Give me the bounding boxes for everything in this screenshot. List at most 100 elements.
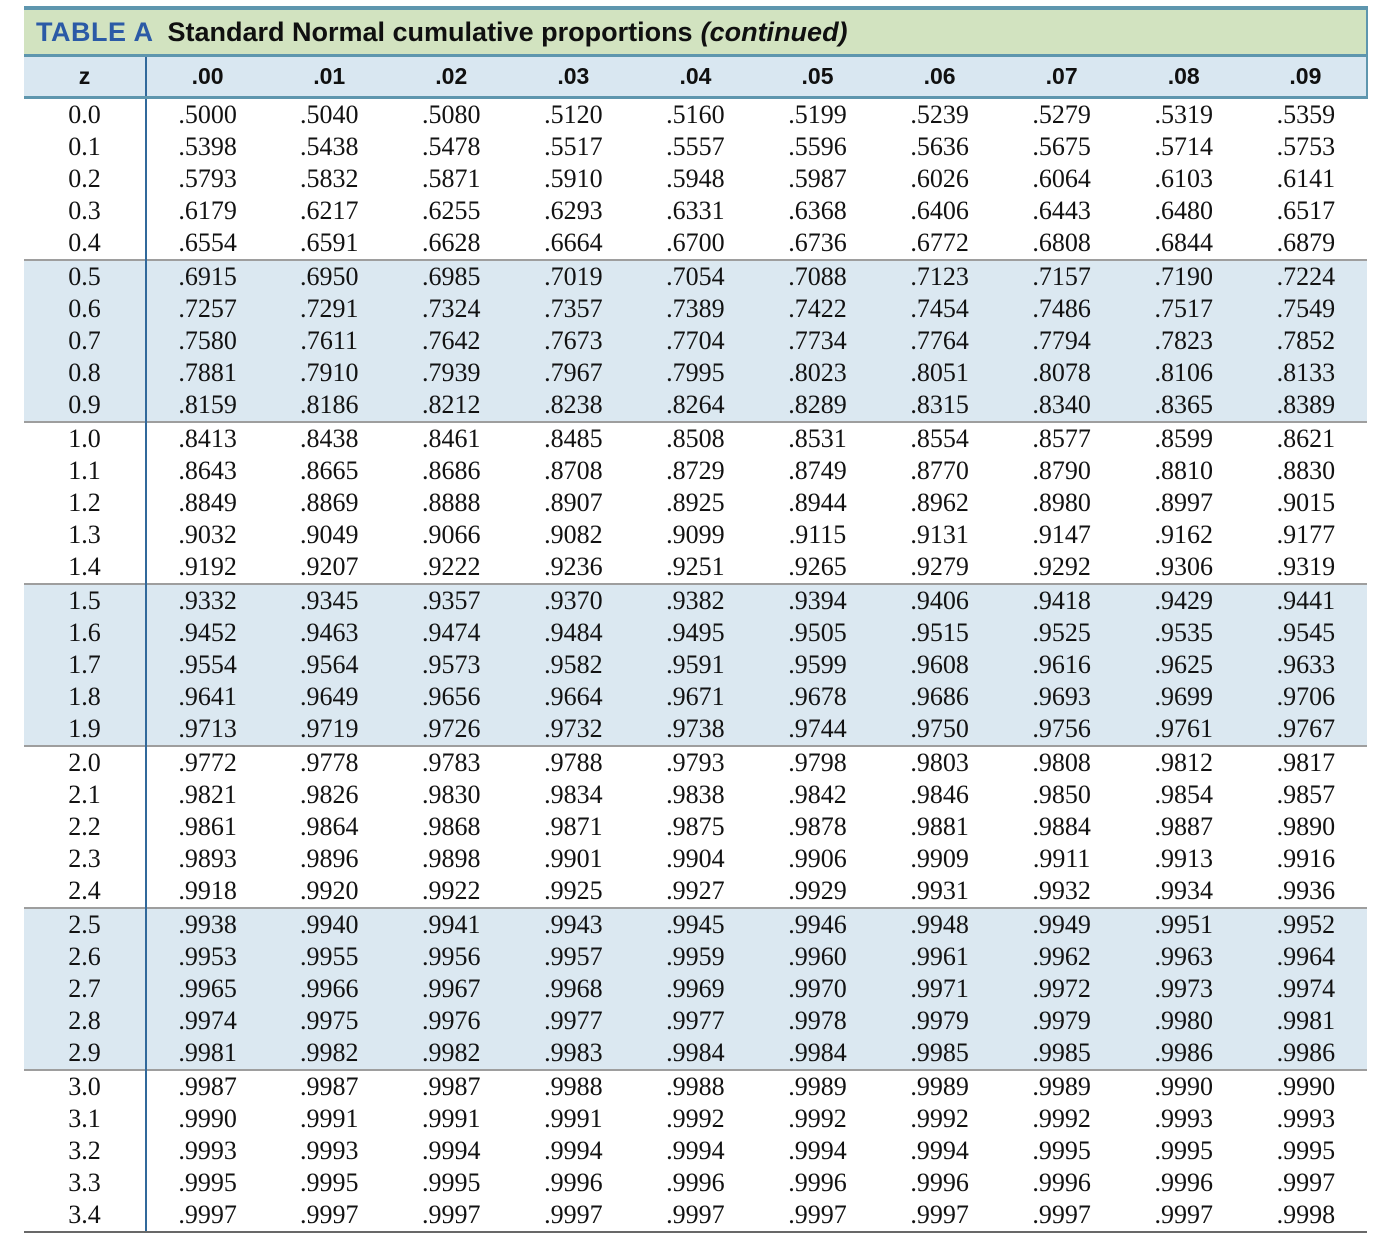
proportion-cell-z3.1-col07: .9992 xyxy=(1032,1104,1091,1133)
proportion-cell-z0.7-col09: .7852 xyxy=(1244,325,1367,357)
proportion-cell-z2.8-col08: .9980 xyxy=(1122,1005,1245,1037)
proportion-cell-z2.1-col00: .9821 xyxy=(178,780,237,809)
proportion-cell-z1.4-col01: .9207 xyxy=(299,552,359,581)
proportion-cell-z1.1-col00: .8643 xyxy=(178,456,237,485)
proportion-cell-z1.7-col03: .9582 xyxy=(512,649,635,681)
proportion-cell-z3.4-col05: .9997 xyxy=(756,1199,879,1233)
proportion-cell-z0.2-col05: .5987 xyxy=(788,164,847,193)
proportion-cell-z0.9-col08: .8365 xyxy=(1122,389,1245,422)
proportion-cell-z1.8-col00: .9641 xyxy=(146,681,269,713)
proportion-cell-z3.4-col04: .9997 xyxy=(634,1199,757,1233)
proportion-cell-z2.3-col05: .9906 xyxy=(788,844,847,873)
z-value-cell: 0.0 xyxy=(24,97,148,131)
z-value-cell: 0.6 xyxy=(24,293,148,325)
proportion-cell-z2.1-col02: .9830 xyxy=(422,780,481,809)
proportion-cell-z2.1-col07: .9850 xyxy=(1032,780,1091,809)
proportion-cell-z0.9-col05: .8289 xyxy=(756,389,879,422)
table-row-z-1.1: 1.1 .8643 .8665 .8686 .8708 .8729 .8749 .8770 .8… xyxy=(24,455,1367,487)
proportion-cell-z2.0-col08: .9812 xyxy=(1122,745,1245,779)
proportion-cell-z2.4-col08: .9934 xyxy=(1154,876,1213,905)
proportion-cell-z2.4-col04: .9927 xyxy=(666,876,725,905)
proportion-cell-z3.2-col07: .9995 xyxy=(1032,1136,1091,1165)
proportion-cell-z3.2-col03: .9994 xyxy=(544,1136,603,1165)
proportion-cell-z1.0-col00: .8413 xyxy=(146,421,269,455)
proportion-cell-z1.4-col02: .9222 xyxy=(422,552,481,581)
proportion-cell-z0.0-col02: .5080 xyxy=(422,100,481,129)
proportion-cell-z0.5-col02: .6985 xyxy=(390,259,513,293)
z-value-cell: 2.7 xyxy=(24,973,148,1005)
proportion-cell-z3.0-col02: .9987 xyxy=(390,1069,513,1103)
proportion-cell-z1.0-col08: .8599 xyxy=(1122,421,1245,455)
proportion-cell-z0.3-col01: .6217 xyxy=(299,196,359,225)
proportion-cell-z3.4-col07: .9997 xyxy=(1000,1199,1123,1233)
proportion-cell-z0.0-col05: .5199 xyxy=(788,100,847,129)
table-row-z-0.2: 0.2 .5793 .5832 .5871 .5910 .5948 .5987 .6026 .6… xyxy=(24,163,1367,195)
proportion-cell-z2.9-col05: .9984 xyxy=(756,1037,879,1070)
table-row-z-0.8: 0.8.7881.7910.7939.7967.7995.8023.8051.8… xyxy=(24,357,1367,389)
proportion-cell-z2.6-col09: .9964 xyxy=(1244,941,1367,973)
proportion-cell-z2.7-col00: .9965 xyxy=(146,973,269,1005)
z-value-cell: 2.1 xyxy=(24,779,148,811)
table-row-z-3.1: 3.1 .9990 .9991 .9991 .9991 .9992 .9992 .9992 .9… xyxy=(24,1103,1367,1135)
proportion-cell-z0.0-col06: .5239 xyxy=(910,100,969,129)
proportion-cell-z0.0-col09: .5359 xyxy=(1276,100,1336,129)
proportion-cell-z2.9-col00: .9981 xyxy=(146,1037,269,1070)
table-row-z-3.4: 3.4.9997.9997.9997.9997.9997.9997.9997.9… xyxy=(24,1199,1367,1233)
proportion-cell-z2.2-col09: .9890 xyxy=(1276,812,1336,841)
proportion-cell-z0.3-col02: .6255 xyxy=(422,196,481,225)
proportion-cell-z1.4-col04: .9251 xyxy=(666,552,725,581)
proportion-cell-z1.9-col05: .9744 xyxy=(756,713,879,746)
column-header-z: z xyxy=(24,54,148,99)
table-row-z-1.6: 1.6.9452.9463.9474.9484.9495.9505.9515.9… xyxy=(24,617,1367,649)
proportion-cell-z0.5-col04: .7054 xyxy=(634,259,757,293)
proportion-cell-z3.0-col05: .9989 xyxy=(756,1069,879,1103)
proportion-cell-z1.7-col02: .9573 xyxy=(390,649,513,681)
proportion-cell-z2.0-col06: .9803 xyxy=(878,745,1001,779)
proportion-cell-z0.5-col09: .7224 xyxy=(1244,259,1367,293)
proportion-cell-z3.3-col09: .9997 xyxy=(1276,1168,1336,1197)
proportion-cell-z0.5-col03: .7019 xyxy=(512,259,635,293)
proportion-cell-z2.4-col07: .9932 xyxy=(1032,876,1091,905)
proportion-cell-z2.0-col03: .9788 xyxy=(512,745,635,779)
proportion-cell-z2.3-col01: .9896 xyxy=(299,844,359,873)
proportion-cell-z2.3-col00: .9893 xyxy=(178,844,237,873)
proportion-cell-z0.4-col02: .6628 xyxy=(422,228,481,257)
proportion-cell-z2.1-col04: .9838 xyxy=(666,780,725,809)
table-row-z-1.9: 1.9.9713.9719.9726.9732.9738.9744.9750.9… xyxy=(24,713,1367,746)
proportion-cell-z2.4-col06: .9931 xyxy=(910,876,969,905)
proportion-cell-z1.8-col07: .9693 xyxy=(1000,681,1123,713)
z-value-cell: 0.3 xyxy=(24,195,148,227)
proportion-cell-z3.1-col06: .9992 xyxy=(910,1104,969,1133)
proportion-cell-z2.5-col00: .9938 xyxy=(146,907,269,941)
table-row-z-2.4: 2.4 .9918 .9920 .9922 .9925 .9927 .9929 .9931 .9… xyxy=(24,875,1367,908)
proportion-cell-z2.7-col01: .9966 xyxy=(268,973,391,1005)
z-value-cell: 2.3 xyxy=(24,843,148,875)
table-row-z-1.0: 1.0.8413.8438.8461.8485.8508.8531.8554.8… xyxy=(24,421,1367,455)
proportion-cell-z0.3-col04: .6331 xyxy=(666,196,725,225)
proportion-cell-z2.5-col01: .9940 xyxy=(268,907,391,941)
proportion-cell-z1.7-col06: .9608 xyxy=(878,649,1001,681)
proportion-cell-z0.4-col04: .6700 xyxy=(666,228,725,257)
proportion-cell-z0.7-col08: .7823 xyxy=(1122,325,1245,357)
table-row-z-2.7: 2.7.9965.9966.9967.9968.9969.9970.9971.9… xyxy=(24,973,1367,1005)
proportion-cell-z2.4-col03: .9925 xyxy=(544,876,603,905)
proportion-cell-z0.9-col01: .8186 xyxy=(268,389,391,422)
proportion-cell-z2.8-col04: .9977 xyxy=(634,1005,757,1037)
proportion-cell-z3.1-col03: .9991 xyxy=(544,1104,603,1133)
proportion-cell-z1.1-col07: .8790 xyxy=(1032,456,1091,485)
proportion-cell-z2.5-col03: .9943 xyxy=(512,907,635,941)
column-header-00: .00 xyxy=(146,54,269,99)
proportion-cell-z1.1-col08: .8810 xyxy=(1154,456,1213,485)
z-value-cell: 1.6 xyxy=(24,617,148,649)
table-title: Standard Normal cumulative proportions xyxy=(167,16,693,47)
proportion-cell-z0.9-col00: .8159 xyxy=(146,389,269,422)
proportion-cell-z0.6-col01: .7291 xyxy=(268,293,391,325)
column-header-02: .02 xyxy=(390,54,513,99)
proportion-cell-z1.3-col09: .9177 xyxy=(1276,520,1336,549)
z-value-cell: 1.7 xyxy=(24,649,148,681)
proportion-cell-z1.7-col07: .9616 xyxy=(1000,649,1123,681)
proportion-cell-z0.0-col03: .5120 xyxy=(544,100,603,129)
proportion-cell-z1.4-col09: .9319 xyxy=(1276,552,1336,581)
proportion-cell-z2.2-col05: .9878 xyxy=(788,812,847,841)
proportion-cell-z0.7-col02: .7642 xyxy=(390,325,513,357)
